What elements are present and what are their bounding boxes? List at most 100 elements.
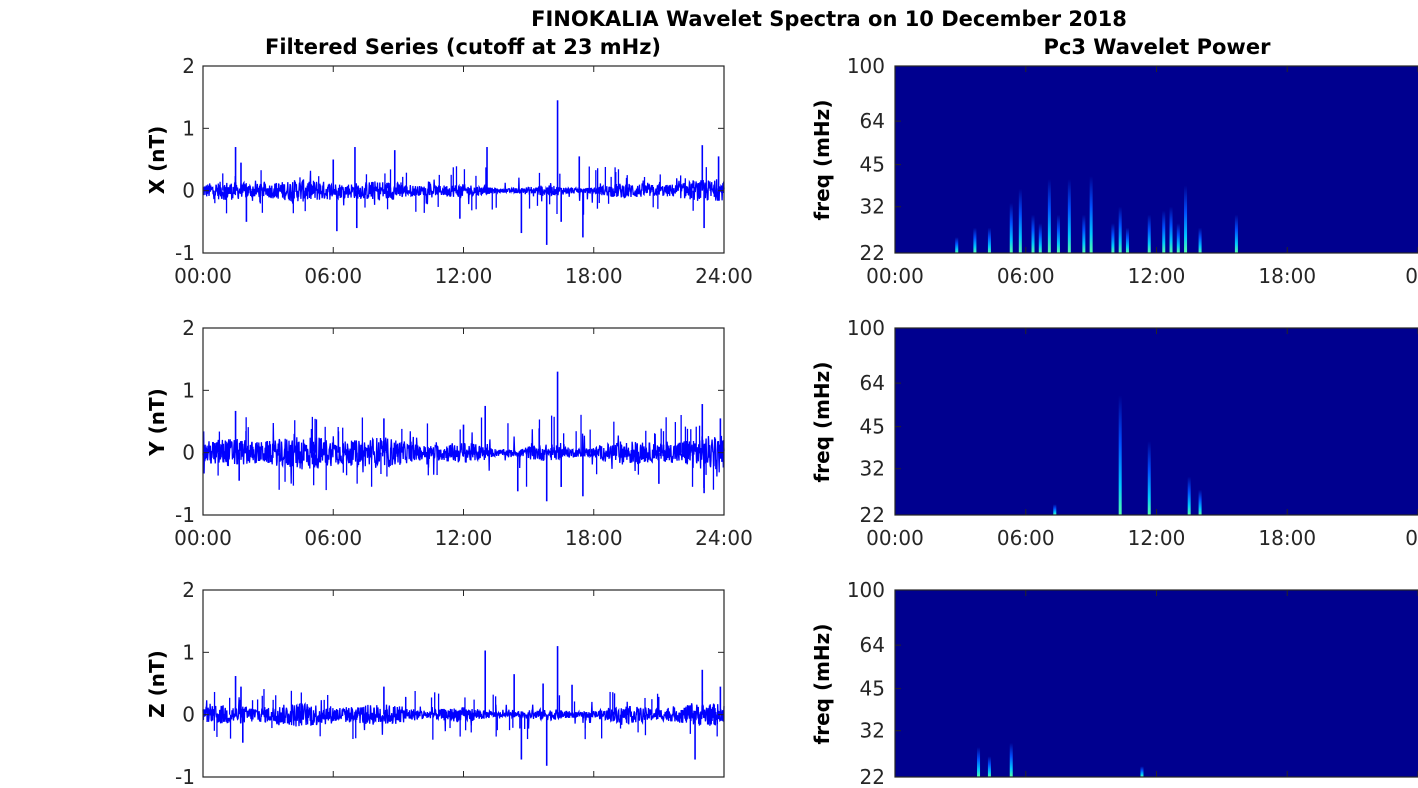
x-wavelet-xtick-label: 00 [1405, 264, 1418, 288]
x-series-ytick-label: 1 [182, 116, 195, 140]
x-wavelet-power-event [955, 237, 959, 253]
y-wavelet-axes-frame [894, 327, 1418, 516]
z-wavelet-ylabel: freq (mHz) [810, 624, 834, 745]
x-wavelet-power-event [1118, 206, 1122, 253]
x-wavelet-power-event [1198, 227, 1202, 253]
y-wavelet-power-event [1147, 441, 1151, 515]
y-wavelet-ytick-label: 45 [860, 415, 885, 439]
y-wavelet-ytick-label: 100 [847, 316, 885, 340]
y-wavelet-power-event [1053, 504, 1057, 515]
y-series-xtick-label: 18:00 [565, 526, 623, 550]
x-wavelet-power-event [1056, 214, 1060, 253]
x-series-xtick-label: 06:00 [304, 264, 362, 288]
z-wavelet-power-event [1009, 742, 1013, 777]
z-wavelet-ytick-label: 45 [860, 677, 885, 701]
x-wavelet-power-event [1111, 223, 1115, 253]
z-wavelet-axes-frame [894, 589, 1418, 778]
y-series-xtick-label: 00:00 [174, 526, 232, 550]
x-wavelet-xtick-label: 18:00 [1258, 264, 1316, 288]
x-wavelet-ytick-label: 45 [860, 153, 885, 177]
y-wavelet-xtick-label: 12:00 [1128, 526, 1186, 550]
x-wavelet-power-event [1047, 179, 1051, 253]
y-series-xtick-label: 24:00 [695, 526, 753, 550]
y-series-ylabel: Y (nT) [145, 388, 169, 457]
x-wavelet-xtick-label: 12:00 [1128, 264, 1186, 288]
z-series-ytick-label: 0 [182, 703, 195, 727]
z-series-ytick-label: 1 [182, 640, 195, 664]
y-series-ytick-label: 1 [182, 378, 195, 402]
y-wavelet-ytick-label: 32 [860, 457, 885, 481]
z-series-ylabel: Z (nT) [145, 650, 169, 718]
x-wavelet-power-event [1067, 179, 1071, 253]
x-wavelet-power-event [1234, 214, 1238, 253]
x-wavelet-power-event [1125, 227, 1129, 253]
y-wavelet-xtick-label: 00 [1405, 526, 1418, 550]
x-series-noise-trace [202, 170, 725, 206]
x-wavelet-power-event [987, 227, 991, 253]
x-wavelet-ylabel: freq (mHz) [810, 100, 834, 221]
x-series-ytick-label: 2 [182, 54, 195, 78]
x-wavelet-power-event [1082, 214, 1086, 253]
x-series-xtick-label: 12:00 [435, 264, 493, 288]
y-wavelet-power-event [1187, 476, 1191, 515]
x-series-ylabel: X (nT) [145, 126, 169, 195]
y-wavelet-xtick-label: 18:00 [1258, 526, 1316, 550]
z-series-noise-trace [202, 697, 725, 735]
y-series-axes-frame [202, 327, 725, 516]
z-wavelet-power-event [987, 756, 991, 777]
x-wavelet-power-event [1147, 214, 1151, 253]
z-wavelet-background [895, 590, 1418, 777]
z-wavelet-power-event [1140, 766, 1144, 777]
y-series-ytick-label: 0 [182, 441, 195, 465]
y-wavelet-background [895, 328, 1418, 515]
figure-title: FINOKALIA Wavelet Spectra on 10 December… [531, 7, 1127, 31]
x-wavelet-power-event [1009, 202, 1013, 253]
y-wavelet-xtick-label: 00:00 [866, 526, 924, 550]
x-wavelet-power-event [1162, 210, 1166, 253]
y-series-panel: Y (nT) -1 0 1 2 00:00 06:00 12:00 18:00 24:00 [145, 316, 753, 550]
x-wavelet-power-event [1031, 214, 1035, 253]
x-series-xtick-label: 18:00 [565, 264, 623, 288]
x-wavelet-background [895, 66, 1418, 253]
x-wavelet-xtick-label: 06:00 [997, 264, 1055, 288]
x-wavelet-power-event [1038, 223, 1042, 253]
y-series-xtick-label: 06:00 [304, 526, 362, 550]
x-series-xtick-label: 24:00 [695, 264, 753, 288]
left-column-title: Filtered Series (cutoff at 23 mHz) [265, 35, 661, 59]
z-series-panel: Z (nT) -1 0 1 2 [145, 578, 725, 788]
y-wavelet-ytick-label: 64 [860, 371, 885, 395]
z-wavelet-ytick-label: 64 [860, 633, 885, 657]
x-wavelet-power-event [1018, 188, 1022, 253]
right-column-title: Pc3 Wavelet Power [1044, 35, 1272, 59]
z-wavelet-panel: freq (mHz) 100 64 45 32 22 [810, 578, 1418, 788]
x-wavelet-ytick-label: 64 [860, 109, 885, 133]
x-wavelet-ytick-label: 32 [860, 195, 885, 219]
x-wavelet-power-event [1176, 223, 1180, 253]
y-wavelet-ytick-label: 22 [860, 503, 885, 527]
x-wavelet-power-event [1184, 185, 1188, 253]
z-wavelet-ytick-label: 100 [847, 578, 885, 602]
x-wavelet-power-event [973, 227, 977, 253]
y-wavelet-power-event [1198, 489, 1202, 515]
x-series-axes-frame [202, 65, 725, 254]
x-wavelet-xtick-label: 00:00 [866, 264, 924, 288]
y-series-noise-trace [202, 422, 725, 484]
x-wavelet-ytick-label: 22 [860, 241, 885, 265]
z-wavelet-ytick-label: 32 [860, 719, 885, 743]
y-series-xtick-label: 12:00 [435, 526, 493, 550]
y-series-ytick-label: -1 [175, 503, 195, 527]
y-wavelet-xtick-label: 06:00 [997, 526, 1055, 550]
x-series-panel: X (nT) -1 0 1 2 00:00 06:00 12:00 18:00 24:00 [145, 54, 753, 288]
x-series-ytick-label: 0 [182, 179, 195, 203]
z-series-ytick-label: -1 [175, 765, 195, 788]
z-series-axes-frame [202, 589, 725, 778]
x-wavelet-power-event [1089, 176, 1093, 253]
x-series-ytick-label: -1 [175, 241, 195, 265]
x-wavelet-axes-frame [894, 65, 1418, 254]
y-series-ytick-label: 2 [182, 316, 195, 340]
z-wavelet-ytick-label: 22 [860, 765, 885, 788]
z-wavelet-power-event [977, 747, 981, 777]
